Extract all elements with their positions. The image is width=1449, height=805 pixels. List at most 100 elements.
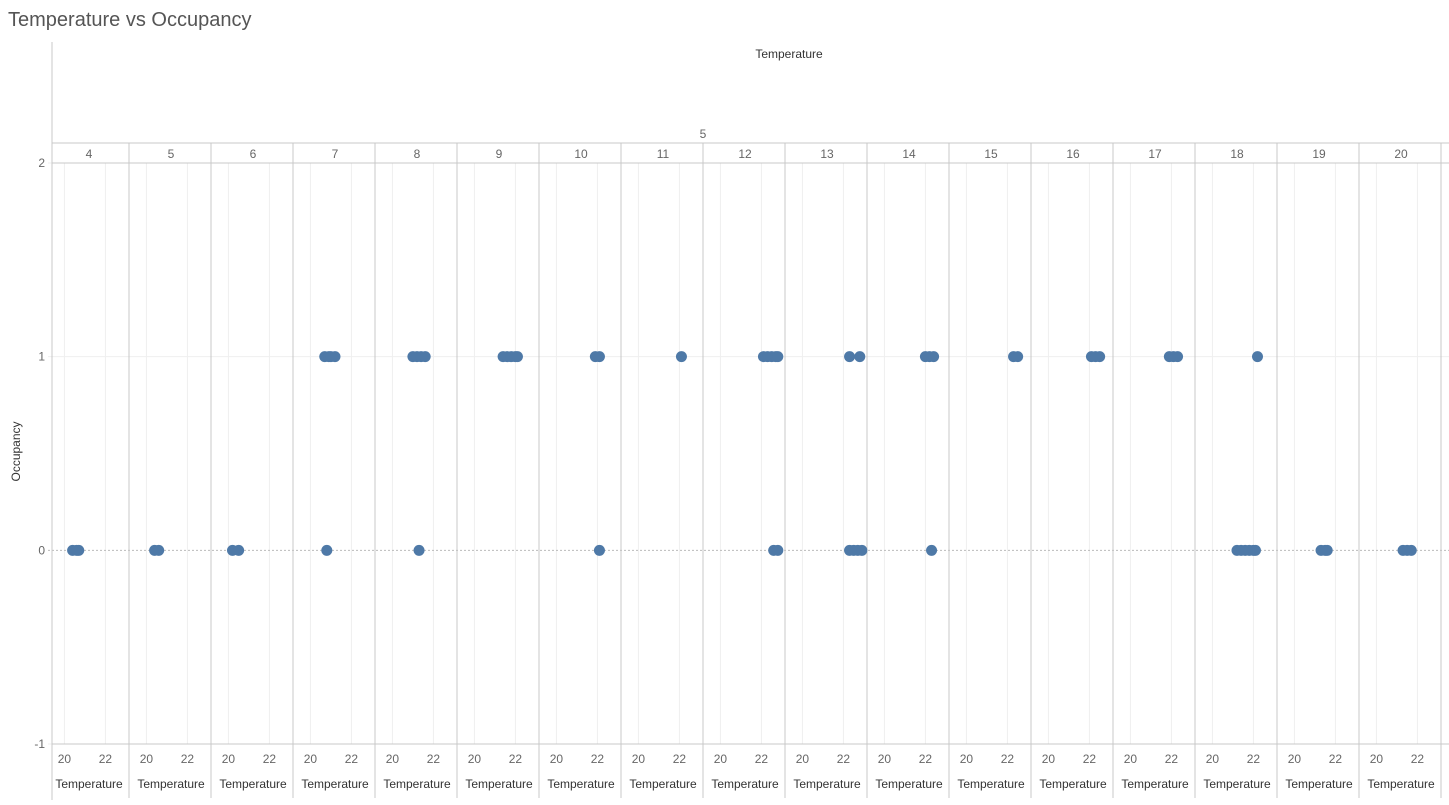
data-point	[419, 351, 431, 363]
x-tick-label: 20	[1042, 752, 1056, 766]
x-tick-label: 22	[919, 752, 933, 766]
x-tick-label: 22	[99, 752, 113, 766]
x-tick-label: 22	[1329, 752, 1343, 766]
data-point	[1249, 544, 1261, 556]
data-point	[1405, 544, 1417, 556]
data-point	[854, 351, 866, 363]
grid-layer	[48, 162, 1449, 745]
panel-header: 8	[414, 147, 421, 161]
panel-header: 7	[332, 147, 339, 161]
x-tick-label: 20	[140, 752, 154, 766]
data-point	[1172, 351, 1184, 363]
x-axis-title: Temperature	[711, 777, 779, 791]
x-tick-label: 20	[796, 752, 810, 766]
panel-header: 15	[984, 147, 998, 161]
y-tick-label: 0	[38, 543, 45, 557]
panel-frame-layer	[51, 42, 1449, 800]
x-tick-label: 22	[1247, 752, 1261, 766]
data-point	[233, 544, 245, 556]
panel-header: 17	[1148, 147, 1162, 161]
x-tick-label: 22	[1165, 752, 1179, 766]
panel-header: 11	[657, 147, 670, 161]
data-point	[928, 351, 940, 363]
top-header-label: Temperature	[755, 47, 823, 61]
x-tick-label: 22	[1411, 752, 1425, 766]
panel-header: 19	[1312, 147, 1326, 161]
panel-header: 20	[1394, 147, 1408, 161]
panel-header: 13	[820, 147, 834, 161]
x-tick-label: 20	[878, 752, 892, 766]
x-tick-label: 20	[58, 752, 72, 766]
y-axis-title: Occupancy	[9, 421, 23, 481]
x-tick-label: 20	[1206, 752, 1220, 766]
x-tick-label: 20	[960, 752, 974, 766]
x-tick-label: 20	[1288, 752, 1302, 766]
data-point	[1094, 351, 1106, 363]
data-point	[1252, 351, 1263, 363]
data-point	[593, 351, 605, 363]
panel-header: 9	[496, 147, 503, 161]
x-tick-label: 22	[673, 752, 687, 766]
x-tick-label: 20	[386, 752, 400, 766]
x-axis-title: Temperature	[1367, 777, 1435, 791]
x-axis-title: Temperature	[1285, 777, 1353, 791]
x-axis-title: Temperature	[219, 777, 287, 791]
data-point	[153, 544, 165, 556]
y-tick-label: 1	[38, 350, 45, 364]
x-tick-label: 22	[755, 752, 769, 766]
x-axis-title: Temperature	[55, 777, 123, 791]
data-point	[413, 544, 425, 556]
x-tick-label: 22	[1083, 752, 1097, 766]
x-tick-label: 22	[345, 752, 359, 766]
x-tick-label: 20	[714, 752, 728, 766]
panel-header: 6	[250, 147, 257, 161]
x-axis-title: Temperature	[957, 777, 1025, 791]
group-header-label: 5	[700, 127, 707, 141]
data-point	[593, 544, 605, 556]
x-tick-label: 20	[550, 752, 564, 766]
data-point	[844, 351, 856, 363]
x-axis-title: Temperature	[1203, 777, 1271, 791]
data-point	[772, 544, 784, 556]
y-tick-label: 2	[38, 156, 45, 170]
x-tick-label: 22	[837, 752, 851, 766]
x-tick-label: 22	[509, 752, 523, 766]
data-point	[926, 544, 938, 556]
data-point	[1321, 544, 1333, 556]
data-point	[1012, 351, 1024, 363]
data-point	[675, 351, 687, 363]
x-tick-label: 22	[591, 752, 605, 766]
x-tick-label: 20	[304, 752, 318, 766]
x-axis-title: Temperature	[465, 777, 533, 791]
x-tick-label: 22	[181, 752, 195, 766]
panel-header: 4	[86, 147, 93, 161]
x-tick-label: 20	[468, 752, 482, 766]
x-tick-label: 22	[1001, 752, 1015, 766]
panel-header: 18	[1230, 147, 1244, 161]
x-axis-title: Temperature	[1039, 777, 1107, 791]
x-tick-label: 22	[427, 752, 441, 766]
data-point	[321, 544, 333, 556]
y-tick-label: -1	[34, 737, 45, 751]
x-axis-title: Temperature	[793, 777, 861, 791]
x-tick-label: 20	[1370, 752, 1384, 766]
panel-header: 16	[1066, 147, 1080, 161]
data-point	[772, 351, 784, 363]
panel-header: 14	[902, 147, 916, 161]
x-tick-label: 20	[222, 752, 236, 766]
panel-header: 10	[574, 147, 588, 161]
panel-header: 5	[168, 147, 175, 161]
x-axis-title: Temperature	[301, 777, 369, 791]
x-axis-title: Temperature	[383, 777, 451, 791]
x-tick-label: 22	[263, 752, 277, 766]
x-axis-title: Temperature	[137, 777, 205, 791]
x-axis-title: Temperature	[1121, 777, 1189, 791]
data-point	[856, 544, 868, 556]
x-axis-title: Temperature	[629, 777, 697, 791]
points-layer	[67, 351, 1417, 556]
data-point	[329, 351, 341, 363]
x-tick-label: 20	[1124, 752, 1138, 766]
x-axis-title: Temperature	[875, 777, 943, 791]
